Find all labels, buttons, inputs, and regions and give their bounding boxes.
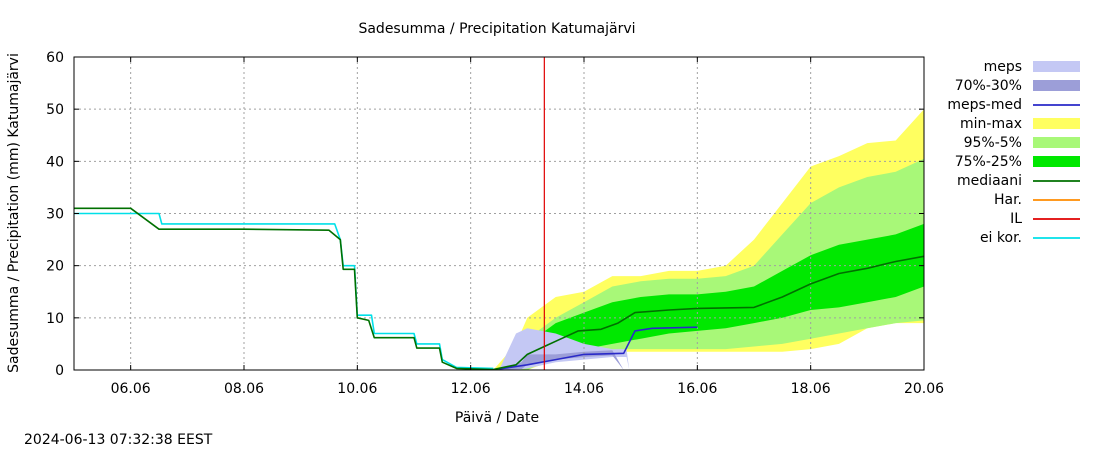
y-tick-label: 40 [46, 154, 64, 170]
x-tick-label: 12.06 [451, 381, 491, 397]
x-tick-label: 06.06 [111, 381, 151, 397]
legend-label-p75-25: 75%-25% [955, 154, 1022, 170]
series-lines [74, 57, 925, 371]
legend-swatch-min-max [1033, 118, 1080, 129]
x-tick-label: 14.06 [564, 381, 604, 397]
legend-swatch-p75-25 [1033, 156, 1080, 167]
x-tick-label: 10.06 [337, 381, 377, 397]
legend-label-meps: meps [984, 59, 1022, 75]
meps-med-line [498, 326, 698, 370]
legend-swatch-meps [1033, 61, 1080, 72]
y-tick-label: 50 [46, 102, 64, 118]
legend-label-ei-kor: ei kor. [980, 230, 1022, 246]
legend-swatch-p95-5 [1033, 137, 1080, 148]
y-axis-label: Sadesumma / Precipitation (mm) Katumajär… [6, 53, 22, 373]
p75-25-band [493, 223, 924, 370]
legend-label-meps-70-30: 70%-30% [955, 78, 1022, 94]
chart-title: Sadesumma / Precipitation Katumajärvi [358, 21, 635, 37]
y-tick-label: 20 [46, 259, 64, 275]
x-tick-label: 16.06 [677, 381, 717, 397]
y-axis-ticks: 0 10 20 30 40 50 60 [46, 50, 924, 379]
legend: meps 70%-30% meps-med min-max 95%-5% 75%-25% m… [947, 59, 1080, 246]
legend-swatch-meps-70-30 [1033, 80, 1080, 91]
forecast-bands [493, 109, 924, 370]
legend-label-min-max: min-max [960, 116, 1022, 132]
x-tick-label: 08.06 [224, 381, 264, 397]
x-tick-label: 20.06 [904, 381, 944, 397]
y-tick-label: 10 [46, 311, 64, 327]
legend-label-il: IL [1010, 211, 1022, 227]
x-axis-ticks: 06.06 08.06 10.06 12.06 14.06 16.06 18.06 20.06 [111, 57, 944, 397]
legend-label-p95-5: 95%-5% [964, 135, 1022, 151]
x-tick-label: 18.06 [791, 381, 831, 397]
median-line [74, 207, 925, 371]
y-tick-label: 0 [55, 363, 64, 379]
legend-label-har: Har. [994, 192, 1022, 208]
meps-70-30-band [499, 350, 624, 370]
legend-label-meps-med: meps-med [947, 97, 1022, 113]
ei-kor-line [74, 212, 494, 370]
legend-label-median: mediaani [957, 173, 1022, 189]
x-axis-label: Päivä / Date [455, 410, 539, 426]
y-tick-label: 30 [46, 207, 64, 223]
timestamp: 2024-06-13 07:32:38 EEST [24, 432, 213, 448]
y-tick-label: 60 [46, 50, 64, 66]
